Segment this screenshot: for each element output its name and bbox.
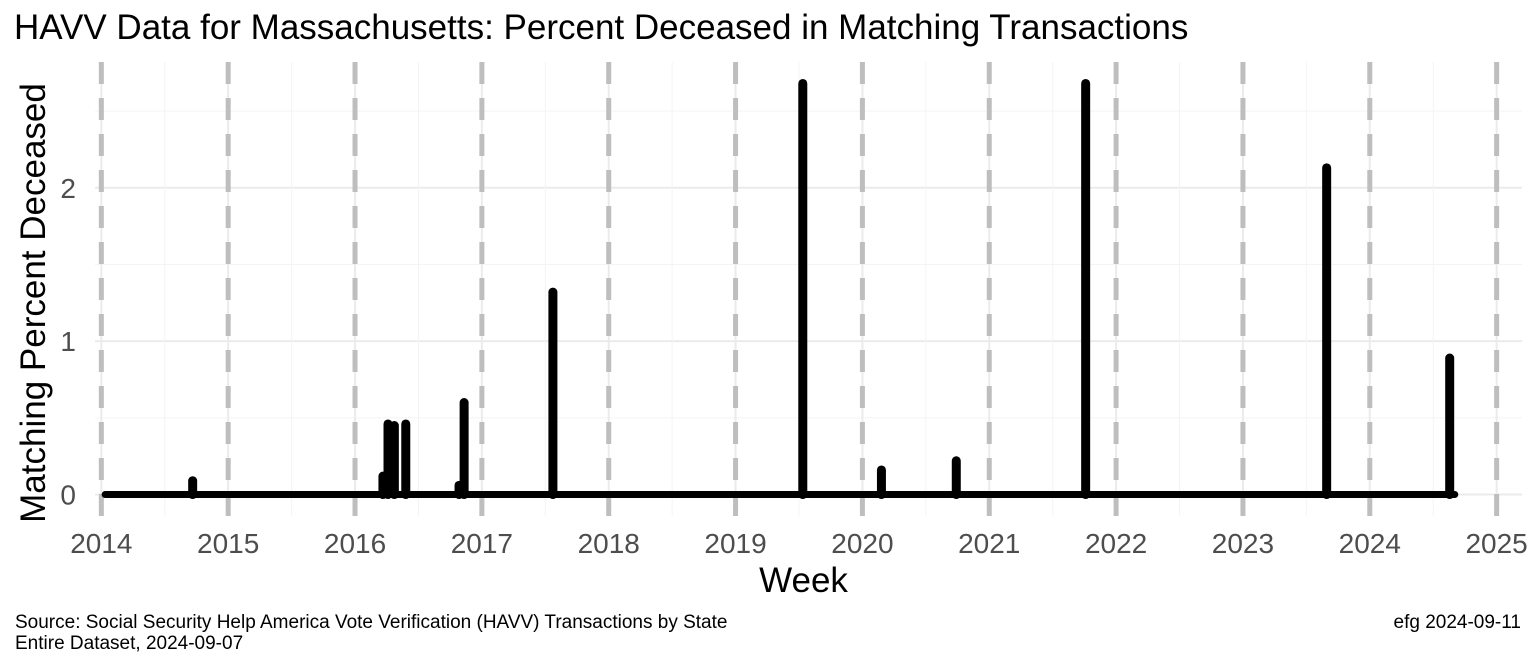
year-marker-lines xyxy=(98,62,1500,516)
x-tick-label: 2018 xyxy=(578,528,640,559)
x-tick-label: 2015 xyxy=(197,528,259,559)
series-percent-deceased xyxy=(101,78,1459,500)
y-tick-label: 1 xyxy=(60,326,76,357)
x-axis-label: Week xyxy=(759,561,848,600)
x-tick-label: 2016 xyxy=(324,528,386,559)
source-caption: Source: Social Security Help America Vot… xyxy=(15,612,727,654)
x-tick-label: 2020 xyxy=(831,528,893,559)
x-tick-label: 2024 xyxy=(1339,528,1401,559)
x-tick-label: 2014 xyxy=(70,528,132,559)
x-tick-label: 2023 xyxy=(1212,528,1274,559)
x-tick-label: 2019 xyxy=(704,528,766,559)
y-tick-label: 2 xyxy=(60,173,76,204)
source-line: Source: Social Security Help America Vot… xyxy=(15,612,728,633)
x-axis-ticks: 2014 2015 2016 2017 2018 2019 2020 2021 2022 2023… xyxy=(70,528,1528,559)
y-tick-label: 0 xyxy=(60,480,76,511)
x-tick-label: 2022 xyxy=(1085,528,1147,559)
x-tick-label: 2021 xyxy=(958,528,1020,559)
grid-lines xyxy=(95,62,1522,516)
chart-title: HAVV Data for Massachusetts: Percent Dec… xyxy=(14,8,1189,47)
x-tick-label: 2017 xyxy=(451,528,513,559)
y-axis-label: Matching Percent Deceased xyxy=(14,83,53,523)
dataset-line: Entire Dataset, 2024-09-07 xyxy=(15,633,244,654)
y-axis-ticks: 0 1 2 xyxy=(60,173,76,511)
author-credit: efg 2024-09-11 xyxy=(1393,612,1521,633)
x-tick-label: 2025 xyxy=(1465,528,1527,559)
